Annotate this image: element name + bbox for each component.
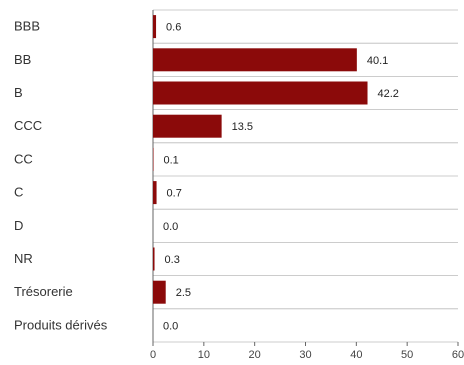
- value-label: 0.3: [165, 254, 180, 266]
- value-label: 42.2: [378, 88, 399, 100]
- x-tick-label: 50: [401, 349, 413, 361]
- x-tick-label: 30: [299, 349, 311, 361]
- value-label: 0.1: [164, 154, 179, 166]
- category-label: BB: [14, 52, 31, 67]
- category-label: CC: [14, 151, 33, 166]
- bar: [153, 81, 368, 105]
- value-label: 2.5: [176, 287, 191, 299]
- bar: [153, 147, 154, 171]
- category-label: Trésorerie: [14, 284, 73, 299]
- value-label: 13.5: [232, 121, 253, 133]
- bar: [153, 247, 155, 271]
- value-label: 40.1: [367, 55, 388, 67]
- bar: [153, 181, 157, 205]
- x-tick-label: 10: [198, 349, 210, 361]
- category-label: CCC: [14, 118, 42, 133]
- x-tick-label: 0: [150, 349, 156, 361]
- category-label: NR: [14, 251, 33, 266]
- value-label: 0.7: [167, 188, 182, 200]
- value-label: 0.0: [163, 221, 178, 233]
- category-label: B: [14, 85, 23, 100]
- bar: [153, 114, 222, 138]
- category-label: BBB: [14, 19, 40, 34]
- x-tick-label: 20: [249, 349, 261, 361]
- bar: [153, 280, 166, 304]
- category-label: C: [14, 185, 23, 200]
- x-tick-label: 40: [350, 349, 362, 361]
- category-label: D: [14, 218, 23, 233]
- value-label: 0.6: [166, 22, 181, 34]
- category-label: Produits dérivés: [14, 317, 108, 332]
- bar: [153, 15, 157, 39]
- x-tick-label: 60: [452, 349, 464, 361]
- value-label: 0.0: [163, 320, 178, 332]
- bar: [153, 48, 357, 72]
